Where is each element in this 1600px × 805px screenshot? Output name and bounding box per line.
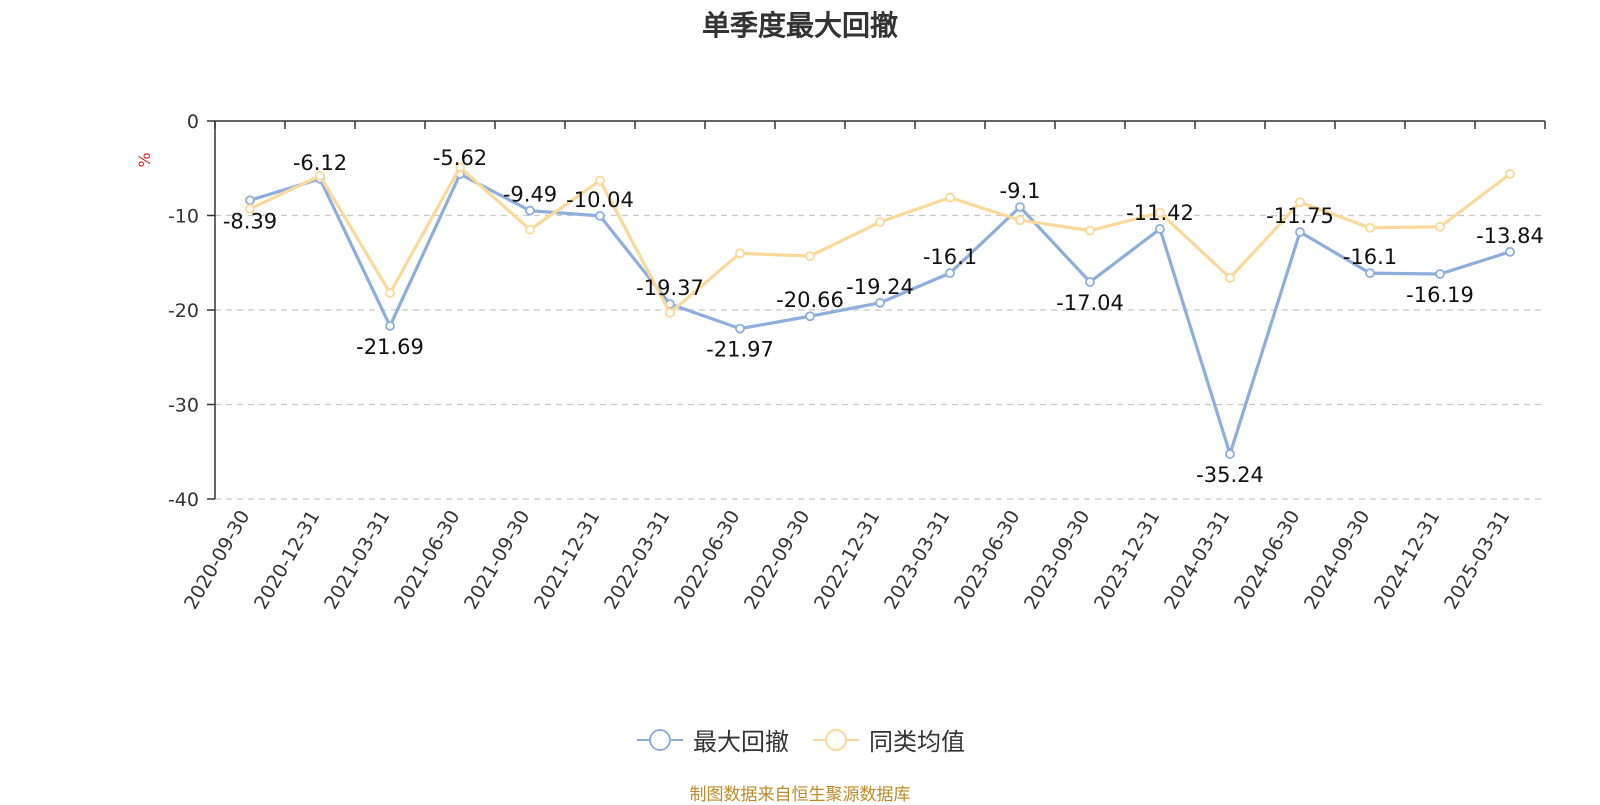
y-tick-label: -10: [168, 206, 199, 228]
data-label: -11.75: [1266, 204, 1334, 228]
data-label: -35.24: [1196, 463, 1264, 487]
x-tick-label: 2022-12-31: [810, 507, 884, 614]
data-point[interactable]: [525, 224, 535, 235]
data-point[interactable]: [1295, 197, 1305, 208]
data-point[interactable]: [1155, 207, 1165, 218]
data-label: -16.1: [923, 245, 977, 269]
x-tick-label: 2021-06-30: [390, 507, 464, 614]
x-tick-label: 2024-06-30: [1230, 507, 1304, 614]
legend-item-max-drawdown[interactable]: 最大回撤: [635, 722, 789, 757]
data-point[interactable]: [1295, 227, 1305, 237]
data-label: -20.66: [776, 288, 844, 312]
data-point[interactable]: [805, 311, 815, 322]
data-point[interactable]: [945, 192, 955, 203]
data-label: -21.69: [356, 335, 424, 359]
data-label: -6.12: [293, 151, 347, 175]
legend-marker-max-drawdown: [637, 728, 683, 751]
data-label: -5.62: [433, 146, 487, 170]
data-point[interactable]: [1015, 202, 1025, 212]
data-point[interactable]: [1225, 449, 1235, 459]
data-point[interactable]: [875, 297, 885, 308]
data-label: -10.04: [566, 188, 634, 212]
legend-label-peer-average: 同类均值: [869, 728, 965, 756]
data-point[interactable]: [1365, 222, 1375, 233]
chart-title: 单季度最大回撤: [701, 9, 898, 42]
data-point[interactable]: [1505, 246, 1515, 257]
x-tick-label: 2020-12-31: [250, 507, 324, 614]
data-point[interactable]: [1435, 221, 1445, 232]
x-tick-label: 2023-12-31: [1090, 507, 1164, 614]
x-tick-label: 2024-09-30: [1300, 507, 1374, 614]
data-point[interactable]: [385, 321, 395, 331]
data-label: -9.1: [1000, 179, 1041, 203]
source-note: 制图数据来自恒生聚源数据库: [689, 785, 911, 805]
grid-lines: [215, 214, 1545, 500]
x-tick-label: 2021-09-30: [460, 507, 534, 614]
data-label: -8.39: [223, 209, 277, 233]
x-tick-label: 2023-06-30: [950, 507, 1024, 614]
data-label: -19.24: [846, 275, 914, 299]
x-tick-label: 2021-12-31: [530, 507, 604, 614]
data-point[interactable]: [455, 162, 465, 173]
legend-item-peer-average[interactable]: 同类均值: [811, 722, 965, 757]
data-label: -17.04: [1056, 291, 1124, 315]
data-label: -16.1: [1343, 245, 1397, 269]
data-point[interactable]: [1085, 225, 1095, 236]
x-tick-label: 2023-09-30: [1020, 507, 1094, 614]
y-tick-label: -40: [168, 489, 199, 511]
data-label: -13.84: [1476, 224, 1544, 248]
data-labels: -8.39 -6.12 -21.69 -5.62 -9.49 -10.04 -19.37 -2…: [223, 146, 1544, 487]
data-point[interactable]: [1365, 268, 1375, 279]
legend-marker-peer-average: [813, 728, 859, 751]
x-tick-label: 2022-03-31: [600, 507, 674, 614]
x-tick-label: 2020-09-30: [180, 507, 254, 614]
data-point[interactable]: [735, 248, 745, 259]
data-point[interactable]: [385, 288, 395, 298]
data-point[interactable]: [595, 175, 605, 186]
legend: 最大回撤 同类均值: [0, 722, 1600, 757]
x-tick-label: 2025-03-31: [1440, 507, 1514, 614]
data-point[interactable]: [945, 268, 955, 279]
series-lines: [245, 162, 1515, 459]
data-point[interactable]: [1435, 269, 1445, 279]
data-label: -19.37: [636, 276, 704, 300]
x-tick-label: 2024-03-31: [1160, 507, 1234, 614]
data-point[interactable]: [805, 251, 815, 262]
data-point[interactable]: [1085, 277, 1095, 287]
x-tick-label: 2023-03-31: [880, 507, 954, 614]
y-tick-label: 0: [187, 111, 199, 133]
legend-label-max-drawdown: 最大回撤: [693, 728, 789, 756]
x-tick-label: 2022-09-30: [740, 507, 814, 614]
x-tick-label: 2022-06-30: [670, 507, 744, 614]
axes: 0 -10 -20 -30 -402020-09-302020-12-312021-03…: [168, 111, 1546, 614]
data-point[interactable]: [1155, 224, 1165, 234]
y-tick-label: -30: [168, 395, 199, 417]
data-point[interactable]: [1225, 272, 1235, 283]
data-point[interactable]: [245, 195, 255, 206]
data-point[interactable]: [525, 205, 535, 216]
data-label: -21.97: [706, 338, 774, 362]
data-label: -11.42: [1126, 201, 1194, 225]
x-tick-label: 2021-03-31: [320, 507, 394, 614]
data-point[interactable]: [1505, 169, 1515, 179]
data-point[interactable]: [595, 210, 605, 221]
data-point[interactable]: [315, 170, 325, 181]
data-point[interactable]: [665, 307, 675, 318]
data-point[interactable]: [875, 217, 885, 228]
data-point[interactable]: [245, 203, 255, 214]
y-tick-label: -20: [168, 300, 199, 322]
data-point[interactable]: [735, 323, 745, 334]
data-point[interactable]: [1015, 215, 1025, 226]
x-tick-label: 2024-12-31: [1370, 507, 1444, 614]
y-axis-unit-label: %: [135, 152, 154, 167]
data-label: -9.49: [503, 183, 557, 207]
data-label: -16.19: [1406, 283, 1474, 307]
